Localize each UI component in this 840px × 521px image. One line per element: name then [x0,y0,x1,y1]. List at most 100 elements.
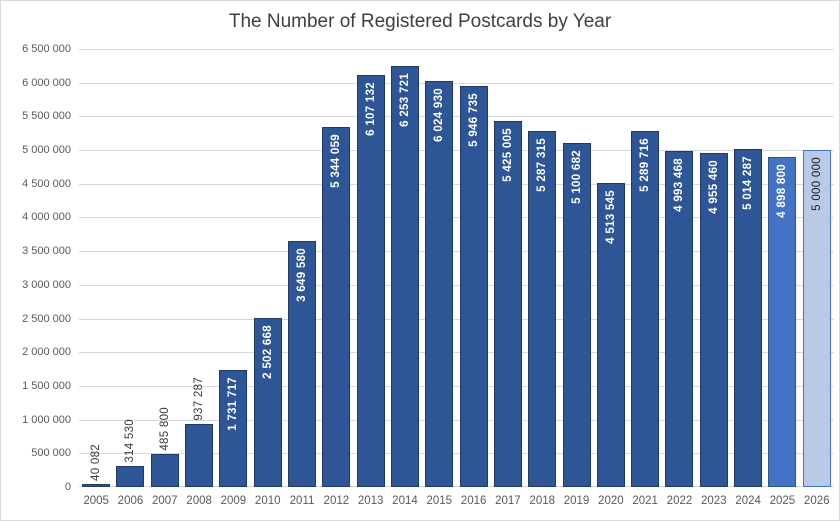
gridline [79,217,834,218]
x-tick-label: 2013 [357,495,384,507]
bar-slot: 1 731 717 [216,49,250,487]
bar-slot: 6 107 132 [354,49,388,487]
x-tick-label: 2018 [529,495,556,507]
gridline [79,83,834,84]
y-tick-label: 6 000 000 [22,77,71,89]
x-axis: 2005 2006 2007 2008 2009 2010 2011 2012 2013 2014… [79,493,834,509]
bar-value-label: 485 800 [158,407,171,451]
bar-slot: 3 649 580 [285,49,319,487]
gridline [79,49,834,50]
bar [116,466,145,487]
gridline [79,285,834,286]
bar-slot: 5 946 735 [456,49,490,487]
y-axis: 0 500 000 1 000 000 1 500 000 2 000 000 2 500… [1,43,71,493]
y-tick-label: 5 000 000 [22,144,71,156]
gridline [79,420,834,421]
bar-value-label: 4 513 545 [604,190,617,244]
bar-value-label: 4 993 468 [673,158,686,212]
x-tick-label: 2025 [769,495,796,507]
y-tick-label: 6 500 000 [22,43,71,55]
y-tick-label: 2 500 000 [22,313,71,325]
y-tick-label: 500 000 [31,447,71,459]
y-tick-label: 0 [64,481,71,493]
bar-slot: 4 955 460 [697,49,731,487]
bar-slot: 4 993 468 [662,49,696,487]
bar-slot: 5 014 287 [731,49,765,487]
bar-slot: 5 289 716 [628,49,662,487]
x-tick-label: 2014 [392,495,418,507]
y-tick-label: 1 500 000 [22,380,71,392]
bar-slot: 5 100 682 [559,49,593,487]
bar [425,81,454,487]
bar-value-label: 5 100 682 [570,150,583,204]
x-tick-label: 2023 [700,495,727,507]
gridline [79,486,834,487]
x-tick-label: 2019 [563,495,590,507]
gridline [79,184,834,185]
x-tick-label: 2011 [289,495,315,507]
bar [322,127,351,487]
x-tick-label: 2012 [323,495,350,507]
bar [288,241,317,487]
bar [219,370,248,487]
bar-value-label: 6 253 721 [398,73,411,127]
bar-value-label: 5 946 735 [467,93,480,147]
bar-value-label: 5 425 005 [501,128,514,182]
bar-value-label: 4 955 460 [707,160,720,214]
bar [802,150,831,487]
bar [253,318,282,487]
bar [665,151,694,487]
bar [493,121,522,487]
x-tick-label: 2008 [186,495,212,507]
y-tick-label: 4 000 000 [22,211,71,223]
x-tick-label: 2016 [460,495,487,507]
gridline [79,251,834,252]
gridline [79,453,834,454]
bar [734,149,763,487]
x-tick-label: 2009 [220,495,247,507]
bar [699,153,728,487]
bar [82,484,111,487]
bar-slot: 6 024 930 [422,49,456,487]
chart-title: The Number of Registered Postcards by Ye… [228,11,612,32]
y-tick-label: 4 500 000 [22,178,71,190]
x-tick-label: 2026 [803,495,830,507]
bar-slot: 4 898 800 [765,49,799,487]
x-tick-label: 2015 [426,495,453,507]
bar-value-label: 5 014 287 [742,156,755,210]
bar-value-label: 40 082 [90,444,103,481]
x-tick-label: 2021 [632,495,658,507]
bar-value-label: 4 898 800 [776,164,789,218]
bar-value-label: 1 731 717 [227,377,240,431]
y-tick-label: 1 000 000 [22,414,71,426]
bar [631,131,660,487]
bar [185,424,214,487]
bar-value-label: 5 287 315 [536,138,549,192]
gridline [79,386,834,387]
bar-slot: 2 502 668 [251,49,285,487]
bar-slot: 5 425 005 [491,49,525,487]
bar [459,86,488,487]
gridline [79,150,834,151]
bar-slot: 5 344 059 [319,49,353,487]
bar-value-label: 5 000 000 [810,157,823,211]
plot-area: 40 082 314 530 485 800 937 287 1 731 717 2 50… [79,49,834,487]
bar-value-label: 6 024 930 [433,88,446,142]
bar-value-label: 3 649 580 [296,248,309,302]
bar [150,454,179,487]
bar-slot: 4 513 545 [594,49,628,487]
x-tick-label: 2006 [117,495,144,507]
bar-value-label: 2 502 668 [261,325,274,379]
gridline [79,116,834,117]
bar-value-label: 5 344 059 [330,134,343,188]
x-tick-label: 2020 [598,495,624,507]
x-tick-label: 2010 [254,495,281,507]
gridline [79,352,834,353]
bar-value-label: 5 289 716 [639,138,652,192]
bar-series: 40 082 314 530 485 800 937 287 1 731 717 2 50… [79,49,834,487]
bar [562,143,591,487]
bar [596,183,625,487]
bar-value-label: 314 530 [124,419,137,463]
bar-value-label: 6 107 132 [364,82,377,136]
